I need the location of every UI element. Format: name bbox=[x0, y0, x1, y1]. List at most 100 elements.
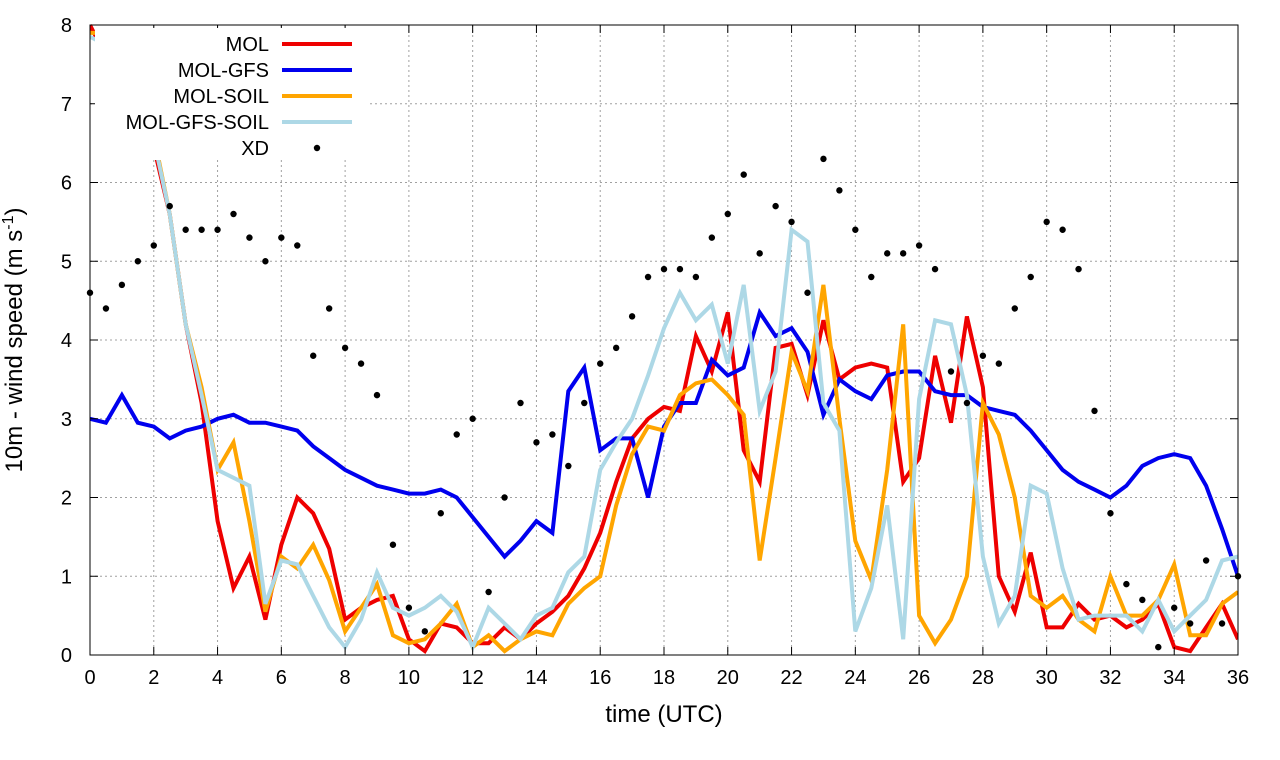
x-tick-label: 20 bbox=[717, 667, 739, 689]
data-point-xd bbox=[421, 628, 429, 635]
data-point-xd bbox=[852, 226, 859, 233]
data-point-xd bbox=[325, 305, 333, 312]
x-tick-label: 2 bbox=[148, 667, 159, 689]
data-point-xd bbox=[230, 210, 237, 218]
data-point-xd bbox=[517, 399, 524, 407]
data-point-xd bbox=[597, 360, 604, 367]
data-point-xd bbox=[899, 250, 907, 257]
y-tick-label: 3 bbox=[61, 409, 72, 431]
data-point-xd bbox=[788, 218, 795, 226]
legend-label: XD bbox=[241, 138, 269, 160]
data-point-xd bbox=[963, 399, 971, 407]
data-point-xd bbox=[708, 234, 716, 241]
legend-swatch bbox=[313, 144, 321, 152]
data-point-xd bbox=[1186, 620, 1194, 627]
data-point-xd bbox=[868, 273, 875, 281]
data-point-xd bbox=[549, 431, 556, 438]
data-point-xd bbox=[628, 313, 636, 320]
legend-label: MOL-GFS bbox=[178, 60, 269, 82]
data-point-xd bbox=[373, 391, 381, 399]
legend-entry-xd: XD bbox=[241, 138, 321, 160]
data-point-xd bbox=[453, 431, 460, 438]
data-point-xd bbox=[756, 250, 763, 257]
data-point-xd bbox=[1218, 620, 1226, 627]
data-point-xd bbox=[1043, 218, 1050, 226]
data-point-xd bbox=[134, 258, 142, 265]
data-point-xd bbox=[995, 360, 1003, 367]
x-tick-label: 4 bbox=[212, 667, 223, 689]
data-point-xd bbox=[198, 226, 205, 233]
series-line-mol-gfs-soil bbox=[90, 35, 1238, 653]
data-point-xd bbox=[357, 360, 365, 367]
data-point-xd bbox=[772, 202, 779, 210]
legend-entry-mol-gfs-soil: MOL-GFS-SOIL bbox=[126, 112, 352, 134]
data-point-xd bbox=[150, 242, 157, 249]
series-line-mol-soil bbox=[90, 30, 1238, 654]
y-tick-label: 4 bbox=[61, 330, 72, 352]
x-tick-label: 14 bbox=[525, 667, 547, 689]
data-point-xd bbox=[612, 344, 620, 352]
x-tick-label: 16 bbox=[589, 667, 611, 689]
data-point-xd bbox=[1075, 265, 1082, 273]
data-point-xd bbox=[884, 250, 891, 257]
data-point-xd bbox=[1059, 226, 1066, 233]
legend-entry-mol-soil: MOL-SOIL bbox=[173, 86, 352, 108]
data-point-xd bbox=[341, 344, 349, 352]
legend-label: MOL-SOIL bbox=[173, 86, 269, 108]
data-point-xd bbox=[836, 187, 843, 194]
x-tick-label: 6 bbox=[276, 667, 287, 689]
legend-entry-mol: MOL bbox=[226, 34, 352, 56]
data-point-xd bbox=[931, 265, 939, 273]
data-point-xd bbox=[182, 226, 189, 233]
data-point-xd bbox=[246, 234, 253, 241]
y-axis-label-tail: ) bbox=[1, 208, 28, 216]
y-tick-label: 7 bbox=[61, 94, 72, 116]
data-point-xd bbox=[979, 352, 987, 359]
x-tick-label: 12 bbox=[462, 667, 484, 689]
x-tick-label: 18 bbox=[653, 667, 675, 689]
y-tick-label: 2 bbox=[61, 488, 72, 510]
x-tick-label: 34 bbox=[1163, 667, 1185, 689]
data-point-xd bbox=[820, 155, 827, 163]
x-tick-label: 10 bbox=[398, 667, 420, 689]
data-point-xd bbox=[278, 234, 285, 241]
data-point-xd bbox=[692, 273, 700, 281]
x-axis-label: time (UTC) bbox=[605, 701, 722, 728]
x-tick-label: 8 bbox=[340, 667, 351, 689]
data-point-xd bbox=[1139, 596, 1146, 604]
series-line-mol bbox=[90, 24, 1238, 655]
x-tick-label: 32 bbox=[1099, 667, 1121, 689]
data-point-xd bbox=[915, 242, 923, 249]
legend-entry-mol-gfs: MOL-GFS bbox=[178, 60, 352, 82]
data-point-xd bbox=[102, 305, 110, 312]
data-point-xd bbox=[724, 210, 731, 218]
data-point-xd bbox=[485, 588, 492, 596]
data-point-xd bbox=[437, 510, 444, 517]
x-tick-label: 0 bbox=[84, 667, 95, 689]
data-point-xd bbox=[389, 541, 397, 548]
x-tick-label: 22 bbox=[780, 667, 802, 689]
data-point-xd bbox=[1202, 557, 1210, 564]
y-axis-label-superscript: -1 bbox=[0, 215, 17, 229]
data-point-xd bbox=[533, 439, 540, 446]
data-point-xd bbox=[804, 289, 811, 296]
data-point-xd bbox=[166, 202, 173, 210]
y-tick-label: 6 bbox=[61, 173, 72, 195]
data-point-xd bbox=[1171, 604, 1178, 611]
data-point-xd bbox=[294, 242, 301, 249]
data-point-xd bbox=[310, 352, 317, 359]
y-axis-label: 10m - wind speed (m s-1) bbox=[0, 208, 28, 473]
y-tick-label: 5 bbox=[61, 251, 72, 273]
data-point-xd bbox=[214, 226, 221, 233]
data-point-xd bbox=[1123, 580, 1130, 588]
data-point-xd bbox=[501, 494, 508, 501]
data-point-xd bbox=[660, 265, 668, 273]
data-point-xd bbox=[740, 171, 747, 178]
x-tick-label: 28 bbox=[972, 667, 994, 689]
data-point-xd bbox=[262, 258, 269, 265]
series-area bbox=[86, 24, 1242, 655]
y-tick-label: 0 bbox=[61, 645, 72, 667]
data-point-xd bbox=[581, 399, 588, 407]
data-point-xd bbox=[947, 368, 955, 375]
